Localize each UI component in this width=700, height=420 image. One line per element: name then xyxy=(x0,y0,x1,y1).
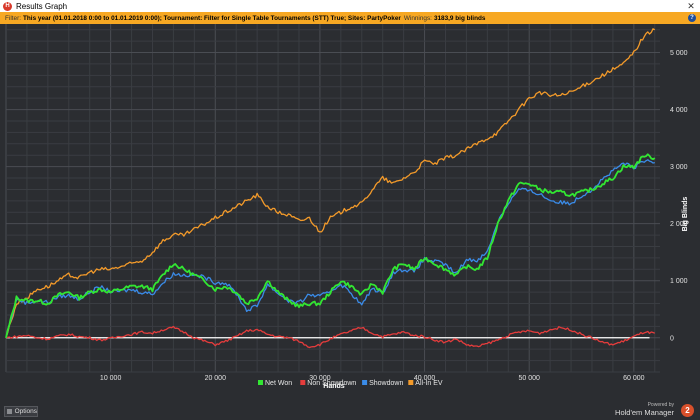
filter-bar: Filter: This year (01.01.2018 0:00 to 01… xyxy=(0,12,700,24)
vertical-gridlines xyxy=(5,24,656,372)
filter-description: This year (01.01.2018 0:00 to 01.01.2019… xyxy=(22,14,401,22)
legend-swatch xyxy=(362,380,368,385)
x-tick-label: 20 000 xyxy=(205,375,227,382)
x-tick-label: 30 000 xyxy=(309,375,331,382)
winnings-value: 3183,9 big blinds xyxy=(433,14,486,22)
y-tick-label: 1 000 xyxy=(670,278,688,285)
x-axis-tick-labels: 10 000 20 000 30 000 40 000 50 000 60 000 xyxy=(100,375,645,382)
holdem-manager-logo-icon: 2 xyxy=(681,404,694,417)
x-tick-label: 50 000 xyxy=(518,375,540,382)
legend-label: Net Won xyxy=(265,380,292,387)
x-axis-title: Hands xyxy=(323,383,345,390)
window-title: Results Graph xyxy=(16,1,68,11)
y-tick-label: 3 000 xyxy=(670,164,688,171)
series-line-all-in-ev xyxy=(5,28,656,339)
results-graph-chart: 10 000 20 000 30 000 40 000 50 000 60 000 0 1 … xyxy=(0,24,700,400)
x-tick-label: 10 000 xyxy=(100,375,122,382)
legend-swatch xyxy=(408,380,414,385)
series-line-non-showdown xyxy=(5,325,656,349)
legend-label: Non Showdown xyxy=(307,380,356,387)
close-button[interactable]: ✕ xyxy=(687,0,695,11)
options-icon xyxy=(7,409,12,414)
series-line-net-won xyxy=(5,153,656,338)
y-tick-label: 5 000 xyxy=(670,50,688,57)
y-axis-tick-labels: 0 1 000 2 000 3 000 4 000 5 000 xyxy=(670,50,688,342)
product-name: Hold'em Manager xyxy=(615,408,674,417)
series-lines xyxy=(5,28,656,349)
powered-by-text: Powered by xyxy=(647,402,674,408)
window-title-bar: H Results Graph ✕ xyxy=(0,0,700,12)
holdem-manager-icon: H xyxy=(3,1,12,11)
legend-swatch xyxy=(258,380,263,385)
y-axis-title: Big Blinds xyxy=(682,197,689,232)
options-label: Options xyxy=(14,408,37,415)
winnings-label: Winnings: xyxy=(403,14,432,22)
chart-legend: Net Won Non Showdown Showdown All-In EV xyxy=(258,380,443,387)
filter-label: Filter: xyxy=(5,14,21,22)
legend-label: Showdown xyxy=(369,380,403,387)
options-button[interactable]: Options xyxy=(4,406,38,417)
help-icon[interactable]: ? xyxy=(688,14,696,22)
legend-swatch xyxy=(300,380,306,385)
x-tick-label: 40 000 xyxy=(414,375,436,382)
legend-label: All-In EV xyxy=(415,380,443,387)
y-tick-label: 2 000 xyxy=(670,221,688,228)
y-tick-label: 0 xyxy=(670,335,674,342)
y-tick-label: 4 000 xyxy=(670,107,688,114)
x-tick-label: 60 000 xyxy=(623,375,645,382)
